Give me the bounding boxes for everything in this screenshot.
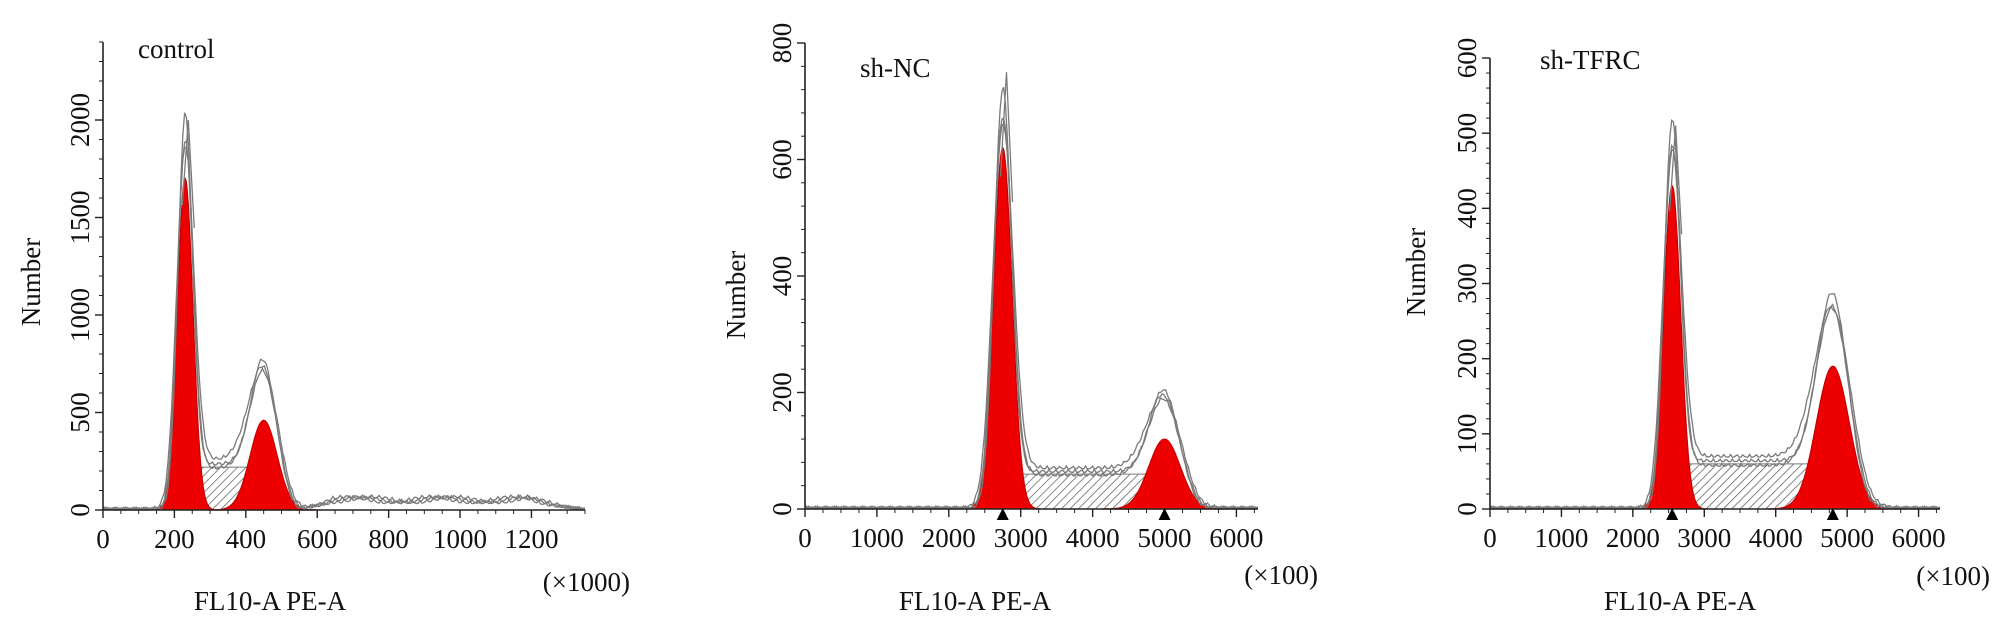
y-tick-label: 200 [1452,338,1482,379]
x-tick-label: 0 [96,524,110,554]
y-tick-label: 1000 [65,288,95,342]
x-tick-label: 0 [798,523,812,553]
xunit-control: (×1000) [543,567,630,597]
peak-marker-icon [1666,508,1679,520]
panel-annotation-control: control [138,34,214,64]
raw-data-spike [999,72,1014,203]
plot-area-sh-nc: 0 1000 2000 3000 4000 5000 6000 0 200 400 600 800 [767,23,1263,553]
peak-marker-icon [1158,508,1171,520]
xunit-sh-nc: (×100) [1244,560,1318,590]
raw-data-trace [804,116,1259,510]
xlabel-control: FL10-A PE-A [194,586,347,616]
y-tick-label: 300 [1452,263,1482,304]
plot-area-control: 0 200 400 600 800 1000 1200 0 500 1000 1500 2000 [65,41,586,554]
peak-marker-icon [1826,508,1839,520]
panel-control: 0 200 400 600 800 1000 1200 0 500 1000 1500 2000 co… [16,34,630,616]
raw-data-trace [103,147,586,511]
y-tick-label: 500 [65,392,95,433]
x-tick-label: 6000 [1209,523,1263,553]
plot-area-sh-tfrc: 0 1000 2000 3000 4000 5000 6000 0 100 200 300 400 50… [1452,38,1946,553]
y-tick-label: 0 [65,503,95,517]
raw-data-trace [804,86,1259,510]
x-tick-label: 1000 [850,523,904,553]
y-tick-label: 600 [1452,38,1482,79]
peak-marker-icon [996,508,1009,520]
ylabel-control: Number [16,238,46,326]
panel-sh-nc: 0 1000 2000 3000 4000 5000 6000 0 200 400 600 800 s… [721,23,1318,616]
raw-data-trace [1489,143,1941,510]
x-tick-label: 400 [226,524,267,554]
panel-annotation-sh-tfrc: sh-TFRC [1540,45,1641,75]
y-tick-label: 600 [767,139,797,180]
x-tick-label: 1000 [1534,523,1588,553]
x-tick-label: 4000 [1749,523,1803,553]
x-tick-label: 1200 [504,524,558,554]
g1-peak [1637,184,1707,510]
raw-data-spike [181,119,195,229]
x-tick-label: 6000 [1892,523,1946,553]
xlabel-sh-nc: FL10-A PE-A [899,586,1052,616]
x-tick-label: 3000 [994,523,1048,553]
raw-data-trace [805,123,1259,510]
x-tick-label: 1000 [433,524,487,554]
x-tick-label: 4000 [1066,523,1120,553]
x-tick-label: 0 [1483,523,1497,553]
x-tick-label: 2000 [1606,523,1660,553]
x-tick-label: 5000 [1138,523,1192,553]
raw-data-trace [1489,119,1941,510]
x-tick-label: 200 [154,524,195,554]
y-tick-label: 0 [767,502,797,516]
y-tick-label: 400 [767,256,797,297]
ylabel-sh-tfrc: Number [1401,228,1431,316]
y-tick-label: 200 [767,372,797,413]
y-tick-label: 1500 [65,191,95,245]
y-tick-label: 500 [1452,113,1482,154]
x-tick-label: 5000 [1820,523,1874,553]
y-tick-label: 800 [767,23,797,64]
x-tick-label: 800 [368,524,409,554]
ylabel-sh-nc: Number [721,251,751,339]
x-tick-label: 3000 [1677,523,1731,553]
y-tick-label: 0 [1452,502,1482,516]
raw-data-trace [1490,148,1941,510]
raw-data-spike [1668,125,1683,235]
panel-annotation-sh-nc: sh-NC [860,53,931,83]
y-tick-label: 400 [1452,188,1482,229]
y-tick-label: 2000 [65,93,95,147]
x-tick-label: 2000 [922,523,976,553]
xlabel-sh-tfrc: FL10-A PE-A [1604,586,1757,616]
raw-data-trace [102,112,586,511]
x-tick-label: 600 [297,524,338,554]
y-tick-label: 100 [1452,414,1482,455]
panel-sh-tfrc: 0 1000 2000 3000 4000 5000 6000 0 100 200 300 400 50… [1401,38,1990,616]
xunit-sh-tfrc: (×100) [1916,561,1990,591]
